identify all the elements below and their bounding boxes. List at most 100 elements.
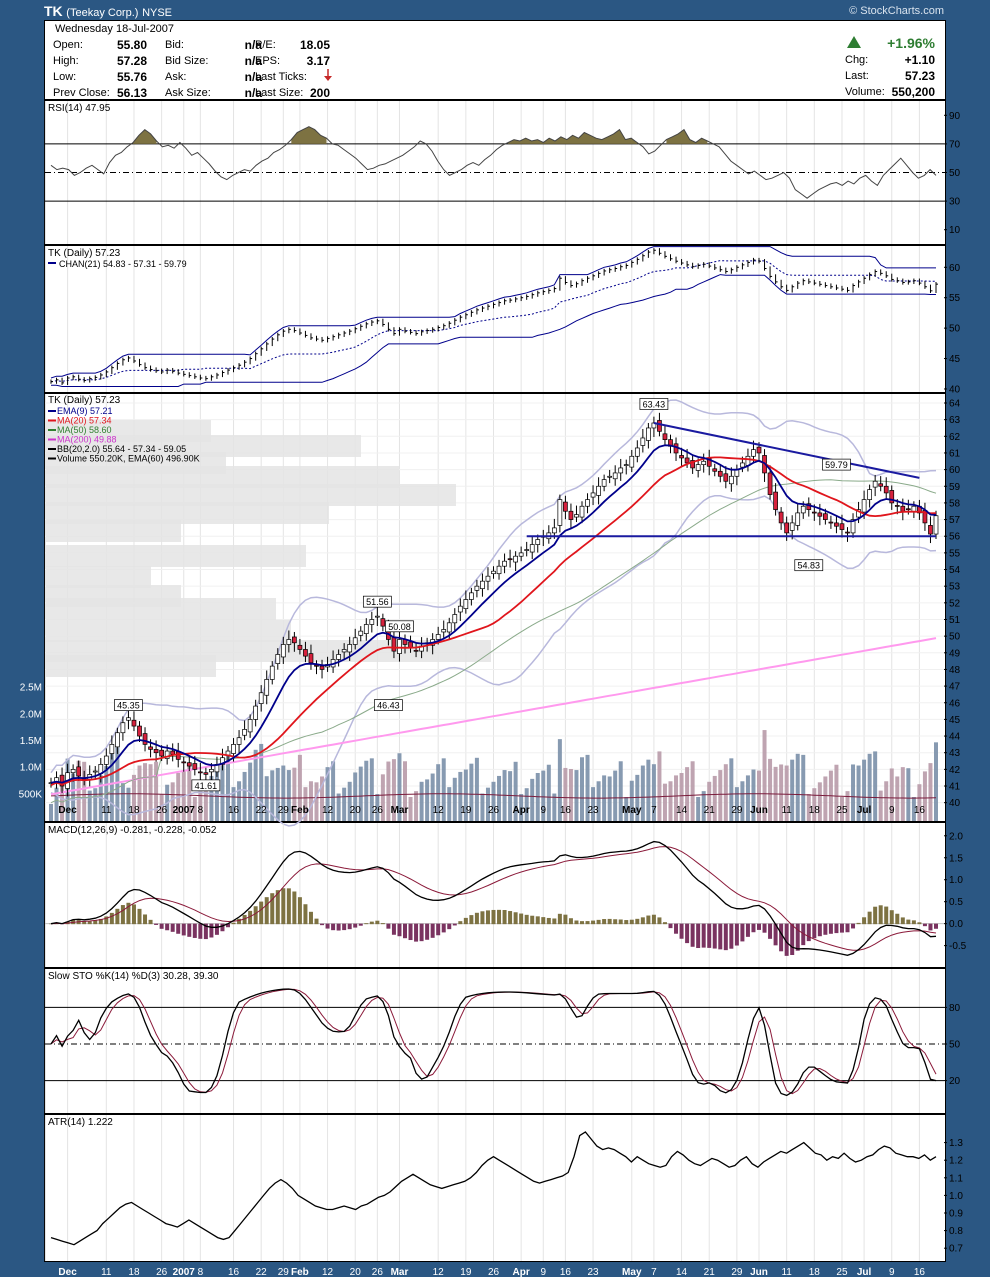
volume-bar — [624, 797, 629, 821]
volume-bar — [275, 767, 280, 821]
macd-histogram-bar — [165, 923, 170, 931]
volume-bar — [375, 794, 380, 821]
candle-up — [646, 427, 651, 441]
volume-bar — [690, 761, 695, 821]
ticker-symbol: TK — [44, 3, 63, 19]
volume-bar — [662, 783, 667, 821]
volume-bar — [922, 771, 927, 821]
volume-bar — [906, 768, 911, 821]
x-axis-label: 23 — [588, 1267, 600, 1277]
volume-bar — [303, 787, 308, 821]
volume-bar — [779, 764, 784, 821]
macd-histogram-bar — [707, 923, 712, 948]
macd-histogram-bar — [259, 901, 264, 925]
x-axis-label: 21 — [704, 1267, 716, 1277]
candle-up — [363, 624, 369, 634]
x-axis-label: 12 — [433, 805, 445, 816]
macd-histogram-bar — [264, 897, 269, 925]
last-size-value: 200 — [309, 86, 330, 100]
macd-histogram-bar — [535, 916, 540, 925]
bid-value: n/a — [244, 38, 262, 52]
low-value: 55.76 — [116, 70, 147, 84]
volume-tick-label: 1.0M — [20, 763, 42, 774]
ask-size-label: Ask Size: — [165, 87, 211, 99]
prev-close-label: Prev Close: — [53, 87, 110, 99]
volume-by-price-bar — [46, 545, 306, 567]
volume-bar — [607, 776, 612, 821]
volume-bar — [574, 770, 579, 821]
volume-by-price-bar — [46, 466, 399, 488]
macd-histogram-bar — [353, 923, 358, 928]
ema9-line — [50, 444, 937, 784]
volume-bar — [917, 784, 922, 821]
x-axis-label: 26 — [488, 1267, 500, 1277]
price-legend-label: MA(200) 49.88 — [57, 435, 117, 445]
volume-bar — [580, 757, 584, 821]
price-tick-label: 44 — [949, 732, 961, 743]
channel-upper-line — [50, 246, 936, 379]
macd-histogram-bar — [358, 923, 363, 926]
x-axis-label: 2007 — [173, 1267, 196, 1277]
volume-bar — [751, 769, 756, 821]
rsi-overbought-fill — [666, 129, 708, 144]
x-axis-label: 18 — [809, 1267, 821, 1277]
brand-link[interactable]: © StockCharts.com — [849, 5, 944, 17]
volume-bar — [159, 794, 164, 821]
channel-tick-label: 60 — [949, 263, 961, 274]
volume-bar — [447, 787, 452, 821]
macd-histogram-bar — [198, 923, 203, 939]
change-value: +1.10 — [904, 53, 935, 67]
rsi-tick-label: 10 — [949, 225, 961, 236]
macd-histogram-bar — [734, 923, 739, 946]
channel-middle-line — [50, 260, 936, 383]
volume-bar — [369, 758, 374, 821]
macd-histogram-bar — [463, 917, 468, 925]
quote-panel: Wednesday 18-Jul-2007 Open: 55.80 High: … — [44, 20, 946, 100]
candle-up — [800, 505, 806, 514]
x-axis-label: 20 — [350, 805, 362, 816]
rsi-tick-label: 90 — [949, 111, 961, 122]
macd-histogram-bar — [474, 912, 479, 925]
x-axis-label: 16 — [228, 805, 240, 816]
x-axis-label: 9 — [541, 805, 547, 816]
candle-up — [795, 512, 801, 526]
macd-histogram-bar — [397, 923, 402, 937]
candle-down — [679, 455, 684, 459]
volume-bar — [419, 781, 424, 821]
candle-down — [823, 513, 828, 520]
macd-histogram-bar — [131, 904, 136, 925]
x-axis-label: 29 — [731, 805, 743, 816]
candle-up — [618, 467, 624, 474]
candle-up — [369, 619, 375, 625]
macd-histogram-bar — [624, 920, 629, 925]
quote-date: Wednesday 18-Jul-2007 — [55, 23, 175, 35]
volume-bar — [192, 797, 197, 821]
volume-bar — [546, 764, 551, 821]
candle-up — [92, 770, 98, 773]
price-title: TK (Daily) 57.23 — [48, 395, 121, 406]
macd-histogram-bar — [154, 923, 159, 925]
macd-histogram-bar — [347, 923, 352, 930]
x-axis-label: 11 — [101, 1267, 112, 1277]
candle-down — [159, 749, 164, 757]
candle-up — [269, 665, 275, 680]
macd-histogram-bar — [143, 914, 148, 925]
macd-histogram-bar — [911, 920, 916, 925]
bid-size-value: n/a — [244, 54, 262, 68]
price-tick-label: 52 — [949, 598, 961, 609]
candle-up — [126, 717, 131, 721]
candle-up — [358, 630, 364, 636]
volume-bar — [485, 787, 490, 821]
candle-up — [579, 505, 585, 518]
macd-histogram-bar — [93, 920, 98, 925]
price-tick-label: 41 — [949, 782, 961, 793]
macd-histogram-bar — [226, 923, 230, 928]
macd-line — [50, 840, 937, 956]
volume-bar — [657, 751, 662, 821]
macd-histogram-bar — [906, 919, 911, 925]
macd-tick-label: 0.0 — [949, 919, 963, 930]
volume-bar — [585, 754, 590, 821]
candle-up — [751, 449, 756, 457]
macd-histogram-bar — [209, 923, 214, 938]
macd-histogram-bar — [430, 923, 435, 938]
